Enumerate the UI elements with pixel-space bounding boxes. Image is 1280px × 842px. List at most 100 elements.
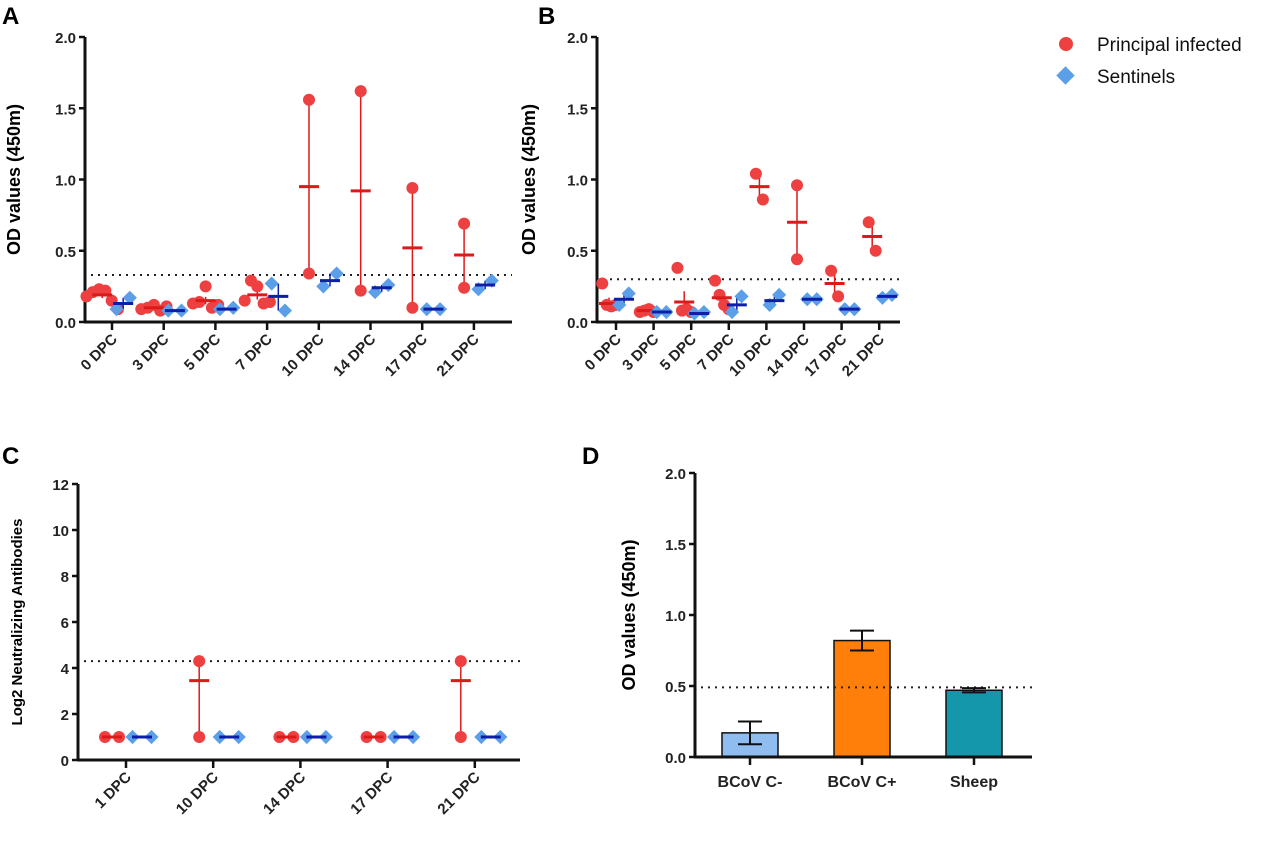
principal-point	[406, 182, 419, 195]
principal-point	[671, 261, 684, 274]
x-tick-label: BCoV C-	[718, 774, 783, 791]
sentinel-point	[734, 289, 749, 304]
principal-point	[406, 301, 419, 314]
y-tick-label: 0.0	[55, 315, 76, 332]
bar	[833, 639, 891, 758]
legend-sentinel-marker	[1056, 66, 1075, 85]
principal-point	[749, 167, 762, 180]
principal-point	[193, 731, 206, 743]
principal-point	[454, 655, 467, 668]
y-tick-label: 0.5	[55, 244, 76, 261]
x-tick-label: BCoV C+	[828, 774, 897, 791]
legend-sentinel-label: Sentinels	[1097, 67, 1175, 88]
y-tick-label: 2.0	[567, 30, 588, 47]
x-tick-label: 5 DPC	[657, 331, 700, 374]
x-tick-label: 5 DPC	[181, 331, 224, 374]
x-tick-label: 1 DPC	[92, 769, 135, 812]
x-tick-label: 3 DPC	[129, 331, 172, 374]
principal-point	[303, 93, 315, 106]
sentinel-point	[277, 303, 293, 318]
y-tick-label: 2.0	[665, 466, 686, 483]
principal-point	[454, 731, 467, 743]
x-tick-label: 0 DPC	[582, 331, 625, 374]
principal-point	[458, 281, 471, 294]
sentinel-point	[612, 297, 627, 312]
principal-point	[458, 217, 471, 230]
y-tick-label: 1.0	[567, 173, 588, 190]
principal-point	[756, 193, 769, 206]
x-tick-label: 21 DPC	[839, 331, 888, 380]
principal-point	[193, 655, 206, 668]
y-tick-label: 0.0	[567, 315, 588, 332]
panel-letter-a: A	[2, 3, 19, 30]
x-tick-label: 0 DPC	[78, 331, 121, 374]
principal-point	[596, 277, 609, 290]
y-tick-label: 0.0	[665, 750, 686, 767]
y-tick-label: 1.5	[567, 101, 588, 118]
sentinel-point	[316, 279, 331, 294]
y-tick-label: 6	[61, 615, 69, 632]
y-axis-title: OD values (450m)	[519, 104, 539, 255]
sentinel-point	[621, 286, 636, 301]
x-tick-label: 21 DPC	[434, 769, 483, 818]
x-tick-label: 17 DPC	[347, 769, 396, 818]
legend-principal-label: Principal infected	[1097, 35, 1242, 56]
y-tick-label: 8	[61, 569, 69, 586]
bar	[945, 689, 1003, 758]
principal-point	[354, 284, 367, 297]
principal-point	[354, 85, 367, 98]
panel-letter-b: B	[538, 3, 555, 30]
principal-point	[709, 274, 722, 287]
sentinel-point	[772, 287, 787, 302]
principal-point	[869, 244, 882, 257]
x-tick-label: 3 DPC	[619, 331, 662, 374]
y-axis-title: Log2 Neutralizing Antibodies	[9, 519, 26, 726]
principal-point	[832, 290, 845, 303]
principal-point	[263, 296, 276, 309]
y-tick-label: 10	[52, 523, 69, 540]
sentinel-point	[329, 266, 344, 281]
principal-point	[251, 280, 264, 293]
sentinel-point	[381, 277, 396, 293]
x-tick-label: 7 DPC	[233, 331, 276, 374]
principal-point	[303, 267, 315, 280]
y-tick-label: 0.5	[665, 679, 686, 696]
x-tick-label: Sheep	[950, 774, 998, 791]
x-tick-label: 21 DPC	[434, 331, 483, 380]
y-tick-label: 1.5	[55, 101, 76, 118]
x-tick-label: 10 DPC	[173, 769, 222, 818]
sentinel-point	[264, 276, 279, 291]
y-tick-label: 1.5	[665, 537, 686, 554]
x-tick-label: 17 DPC	[382, 331, 431, 380]
panel-d-chart: 0.0 0.5 1.0 1.5 2.0 OD values (450m) BCoV C- BC…	[619, 466, 1032, 791]
x-tick-label: 14 DPC	[260, 769, 309, 818]
legend: Principal infected Sentinels	[1056, 35, 1242, 88]
sentinel-point	[724, 304, 740, 320]
legend-principal-marker	[1059, 37, 1073, 51]
principal-point	[238, 294, 251, 307]
panel-c-chart: 0 2 4 6 8 10 12 Log2 Neutralizing Antibodies 1 D…	[9, 477, 520, 818]
y-tick-label: 0	[61, 753, 69, 770]
y-axis-title: OD values (450m)	[619, 539, 639, 690]
panel-letter-d: D	[582, 443, 599, 470]
x-tick-label: 14 DPC	[330, 331, 379, 380]
panel-letter-c: C	[2, 443, 19, 470]
y-tick-label: 12	[52, 477, 69, 494]
principal-point	[791, 179, 803, 192]
y-tick-label: 2	[61, 707, 69, 724]
y-tick-label: 1.0	[55, 173, 76, 190]
principal-point	[199, 280, 212, 293]
y-tick-label: 1.0	[665, 608, 686, 625]
panel-a-chart: 0.0 0.5 1.0 1.5 2.0 OD values (450m) 0 DPC 3 DP…	[4, 30, 512, 380]
y-tick-label: 2.0	[55, 30, 76, 47]
x-tick-label: 10 DPC	[278, 331, 327, 380]
y-tick-label: 4	[61, 661, 70, 678]
principal-point	[862, 216, 875, 229]
sentinel-point	[109, 302, 124, 317]
principal-point	[791, 253, 803, 266]
y-tick-label: 0.5	[567, 244, 588, 261]
principal-point	[825, 264, 838, 277]
y-axis-title: OD values (450m)	[4, 104, 24, 255]
